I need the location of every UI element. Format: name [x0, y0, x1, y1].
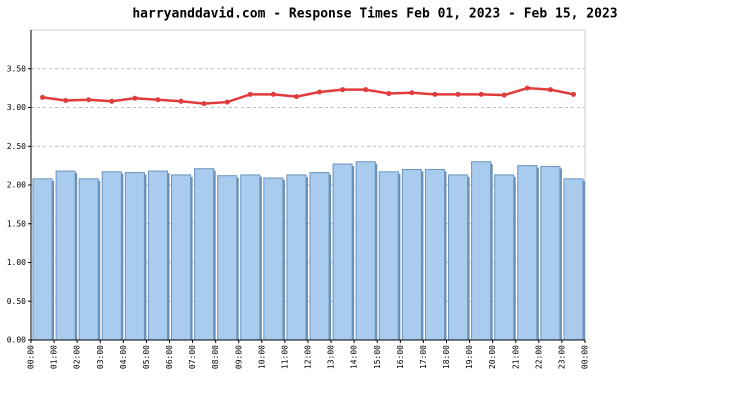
bar [286, 174, 307, 341]
y-tick-label: 3.50 [7, 64, 26, 73]
line-point [270, 91, 276, 97]
bar [424, 169, 445, 341]
x-tick-label: 04:00 [119, 345, 128, 369]
line-point [40, 94, 46, 100]
bar [171, 174, 192, 341]
x-tick-label: 18:00 [442, 345, 451, 369]
line-point [132, 95, 138, 101]
x-tick-label: 17:00 [419, 345, 428, 369]
x-tick-label: 01:00 [50, 345, 59, 369]
bar [563, 178, 584, 341]
y-tick-label: 0.50 [7, 297, 26, 306]
bar [471, 161, 492, 341]
line-point [201, 101, 207, 107]
bar [332, 163, 353, 341]
line-point [547, 87, 553, 93]
y-tick-label: 0.00 [7, 336, 26, 345]
bar [263, 177, 284, 341]
x-tick-label: 21:00 [511, 345, 520, 369]
x-tick-label: 16:00 [396, 345, 405, 369]
bar [401, 169, 422, 341]
x-tick-label: 00:00 [27, 345, 36, 369]
x-tick-label: 06:00 [165, 345, 174, 369]
bar [101, 171, 122, 341]
bar [355, 161, 376, 341]
line-point [363, 87, 369, 93]
bar [147, 170, 169, 341]
x-tick-label: 11:00 [280, 345, 289, 369]
line-point [224, 99, 230, 105]
y-tick-label: 1.50 [7, 219, 26, 228]
line-point [247, 91, 253, 97]
x-tick-label: 14:00 [350, 345, 359, 369]
x-tick-label: 19:00 [465, 345, 474, 369]
line-point [478, 91, 484, 97]
x-tick-label: 05:00 [142, 345, 151, 369]
line-point [432, 91, 438, 97]
line-point [109, 98, 115, 104]
bar [194, 168, 215, 341]
x-tick-label: 08:00 [211, 345, 220, 369]
line-point [386, 91, 392, 97]
x-tick-label: 22:00 [534, 345, 543, 369]
x-tick-label: 20:00 [488, 345, 497, 369]
line-point [178, 98, 184, 104]
bar [124, 172, 145, 341]
x-tick-label: 13:00 [327, 345, 336, 369]
line-point [409, 90, 415, 96]
line-point [63, 98, 69, 104]
bar [309, 172, 330, 341]
line-point [570, 91, 576, 97]
x-tick-label: 07:00 [188, 345, 197, 369]
line-point [86, 97, 92, 103]
bar [78, 178, 99, 341]
line-point [340, 87, 346, 93]
chart-title: harryanddavid.com - Response Times Feb 0… [132, 7, 617, 22]
y-tick-label: 2.50 [7, 142, 26, 151]
y-tick-label: 1.00 [7, 258, 26, 267]
x-tick-label: 12:00 [304, 345, 313, 369]
x-tick-label: 15:00 [373, 345, 382, 369]
bar [55, 170, 76, 341]
line-point [524, 85, 530, 91]
bar [240, 174, 261, 341]
y-tick-label: 3.00 [7, 103, 26, 112]
line [42, 86, 574, 105]
bar [448, 174, 469, 341]
bar [540, 165, 561, 341]
x-tick-label: 00:00 [581, 345, 590, 369]
bar [494, 174, 515, 341]
x-tick-label: 03:00 [96, 345, 105, 369]
bar [517, 165, 538, 341]
x-tick-label: 09:00 [234, 345, 243, 369]
bar [378, 171, 399, 341]
line-point [155, 97, 161, 103]
x-tick-label: 02:00 [73, 345, 82, 369]
x-tick-label: 23:00 [557, 345, 566, 369]
line-point [455, 91, 461, 97]
y-tick-label: 2.00 [7, 181, 26, 190]
bar [32, 178, 53, 341]
line-point [317, 89, 323, 95]
line-point [293, 94, 299, 100]
x-tick-label: 10:00 [257, 345, 266, 369]
bar [217, 175, 238, 341]
line-point [501, 92, 507, 98]
